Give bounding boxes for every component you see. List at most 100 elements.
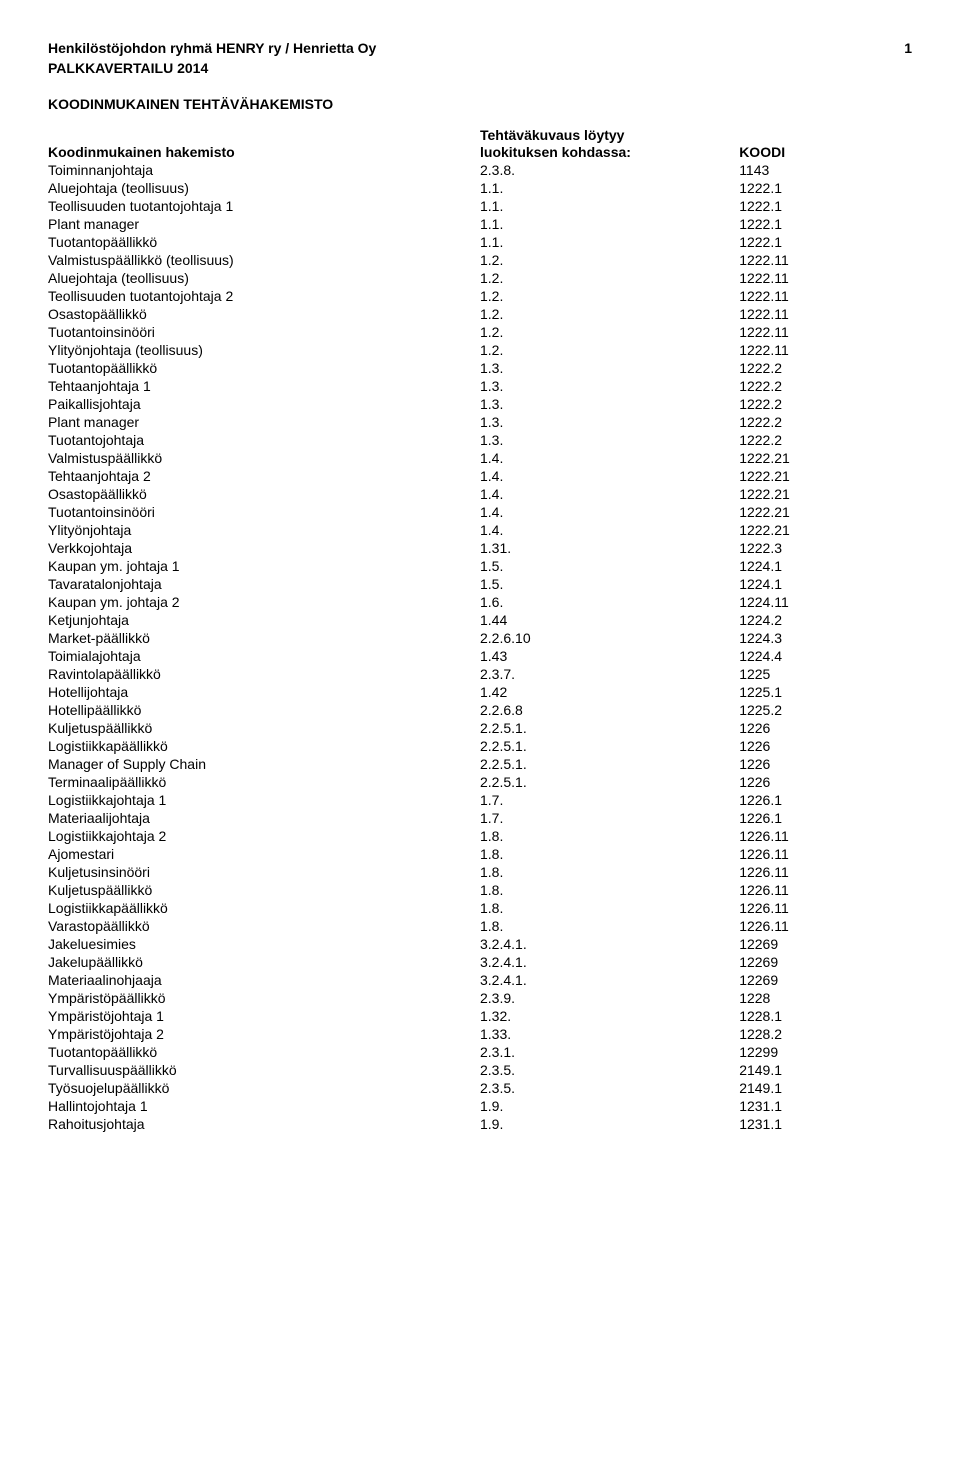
table-row: Kuljetusinsinööri1.8.1226.11 [48, 863, 912, 881]
code: 1225.1 [739, 683, 912, 701]
classification-ref: 1.2. [480, 287, 739, 305]
code: 1231.1 [739, 1115, 912, 1133]
job-name: Ylityönjohtaja (teollisuus) [48, 341, 480, 359]
table-row: Osastopäällikkö1.4.1222.21 [48, 485, 912, 503]
classification-ref: 3.2.4.1. [480, 971, 739, 989]
table-row: Ravintolapäällikkö2.3.7.1225 [48, 665, 912, 683]
job-name: Materiaalinohjaaja [48, 971, 480, 989]
table-row: Tuotantoinsinööri1.2.1222.11 [48, 323, 912, 341]
table-row: Tuotantopäällikkö1.3.1222.2 [48, 359, 912, 377]
table-header: Koodinmukainen hakemisto luokituksen koh… [48, 143, 912, 161]
job-name: Kaupan ym. johtaja 2 [48, 593, 480, 611]
table-row: Market-päällikkö2.2.6.101224.3 [48, 629, 912, 647]
code: 1222.2 [739, 377, 912, 395]
job-name: Paikallisjohtaja [48, 395, 480, 413]
classification-ref: 1.8. [480, 881, 739, 899]
job-name: Tehtaanjohtaja 1 [48, 377, 480, 395]
job-name: Ympäristöjohtaja 1 [48, 1007, 480, 1025]
table-row: Ympäristöjohtaja 21.33.1228.2 [48, 1025, 912, 1043]
code: 1222.1 [739, 179, 912, 197]
job-name: Hotellijohtaja [48, 683, 480, 701]
code: 1224.4 [739, 647, 912, 665]
code: 1222.11 [739, 305, 912, 323]
job-name: Teollisuuden tuotantojohtaja 2 [48, 287, 480, 305]
table-row: Materiaalinohjaaja3.2.4.1.12269 [48, 971, 912, 989]
table-row: Paikallisjohtaja1.3.1222.2 [48, 395, 912, 413]
table-row: Varastopäällikkö1.8.1226.11 [48, 917, 912, 935]
table-row: Rahoitusjohtaja1.9.1231.1 [48, 1115, 912, 1133]
classification-ref: 1.7. [480, 791, 739, 809]
table-row: Teollisuuden tuotantojohtaja 21.2.1222.1… [48, 287, 912, 305]
classification-ref: 1.32. [480, 1007, 739, 1025]
classification-ref: 1.3. [480, 413, 739, 431]
job-name: Market-päällikkö [48, 629, 480, 647]
classification-ref: 2.2.5.1. [480, 719, 739, 737]
code: 1222.2 [739, 359, 912, 377]
code: 1222.2 [739, 431, 912, 449]
code: 1222.3 [739, 539, 912, 557]
code: 1228 [739, 989, 912, 1007]
code: 1226.1 [739, 809, 912, 827]
job-name: Osastopäällikkö [48, 485, 480, 503]
code: 1226 [739, 719, 912, 737]
table-row: Tehtaanjohtaja 11.3.1222.2 [48, 377, 912, 395]
table-row: Toiminnanjohtaja2.3.8.1143 [48, 161, 912, 179]
table-row: Kuljetuspäällikkö2.2.5.1.1226 [48, 719, 912, 737]
job-name: Ketjunjohtaja [48, 611, 480, 629]
classification-ref: 1.1. [480, 233, 739, 251]
table-row: Materiaalijohtaja1.7.1226.1 [48, 809, 912, 827]
code: 1224.3 [739, 629, 912, 647]
code: 1228.2 [739, 1025, 912, 1043]
code: 1226.1 [739, 791, 912, 809]
job-name: Valmistuspäällikkö [48, 449, 480, 467]
classification-ref: 1.4. [480, 467, 739, 485]
code: 1222.1 [739, 233, 912, 251]
table-row: Kuljetuspäällikkö1.8.1226.11 [48, 881, 912, 899]
job-name: Tuotantopäällikkö [48, 1043, 480, 1061]
code: 1222.11 [739, 269, 912, 287]
code: 1222.21 [739, 485, 912, 503]
job-name: Tehtaanjohtaja 2 [48, 467, 480, 485]
classification-ref: 1.31. [480, 539, 739, 557]
job-name: Aluejohtaja (teollisuus) [48, 269, 480, 287]
table-row: Tuotantoinsinööri1.4.1222.21 [48, 503, 912, 521]
job-name: Jakeluesimies [48, 935, 480, 953]
code: 1222.11 [739, 251, 912, 269]
classification-ref: 2.3.1. [480, 1043, 739, 1061]
code: 1222.2 [739, 413, 912, 431]
classification-ref: 1.3. [480, 377, 739, 395]
table-row: Turvallisuuspäällikkö2.3.5.2149.1 [48, 1061, 912, 1079]
job-name: Tuotantojohtaja [48, 431, 480, 449]
table-row: Valmistuspäällikkö (teollisuus)1.2.1222.… [48, 251, 912, 269]
code: 1226 [739, 755, 912, 773]
table-row: Hotellipäällikkö2.2.6.81225.2 [48, 701, 912, 719]
classification-ref: 2.2.5.1. [480, 773, 739, 791]
table-row: Ylityönjohtaja1.4.1222.21 [48, 521, 912, 539]
classification-ref: 2.2.6.10 [480, 629, 739, 647]
code: 1143 [739, 161, 912, 179]
table-row: Työsuojelupäällikkö2.3.5.2149.1 [48, 1079, 912, 1097]
job-name: Ympäristöjohtaja 2 [48, 1025, 480, 1043]
job-name: Turvallisuuspäällikkö [48, 1061, 480, 1079]
code: 2149.1 [739, 1079, 912, 1097]
section-title: KOODINMUKAINEN TEHTÄVÄHAKEMISTO [48, 96, 912, 112]
classification-ref: 1.6. [480, 593, 739, 611]
table-row: Logistiikkajohtaja 11.7.1226.1 [48, 791, 912, 809]
code: 1224.11 [739, 593, 912, 611]
classification-ref: 1.4. [480, 449, 739, 467]
job-name: Logistiikkapäällikkö [48, 899, 480, 917]
code: 1226.11 [739, 899, 912, 917]
job-name: Verkkojohtaja [48, 539, 480, 557]
job-name: Jakelupäällikkö [48, 953, 480, 971]
job-name: Kuljetuspäällikkö [48, 881, 480, 899]
classification-ref: 1.3. [480, 431, 739, 449]
code: 1226 [739, 773, 912, 791]
classification-ref: 2.3.8. [480, 161, 739, 179]
code: 1226.11 [739, 863, 912, 881]
classification-ref: 1.8. [480, 863, 739, 881]
job-name: Hallintojohtaja 1 [48, 1097, 480, 1115]
job-name: Tuotantopäällikkö [48, 233, 480, 251]
page-number: 1 [904, 40, 912, 56]
classification-ref: 1.5. [480, 557, 739, 575]
job-table: Tehtäväkuvaus löytyy Koodinmukainen hake… [48, 126, 912, 1133]
